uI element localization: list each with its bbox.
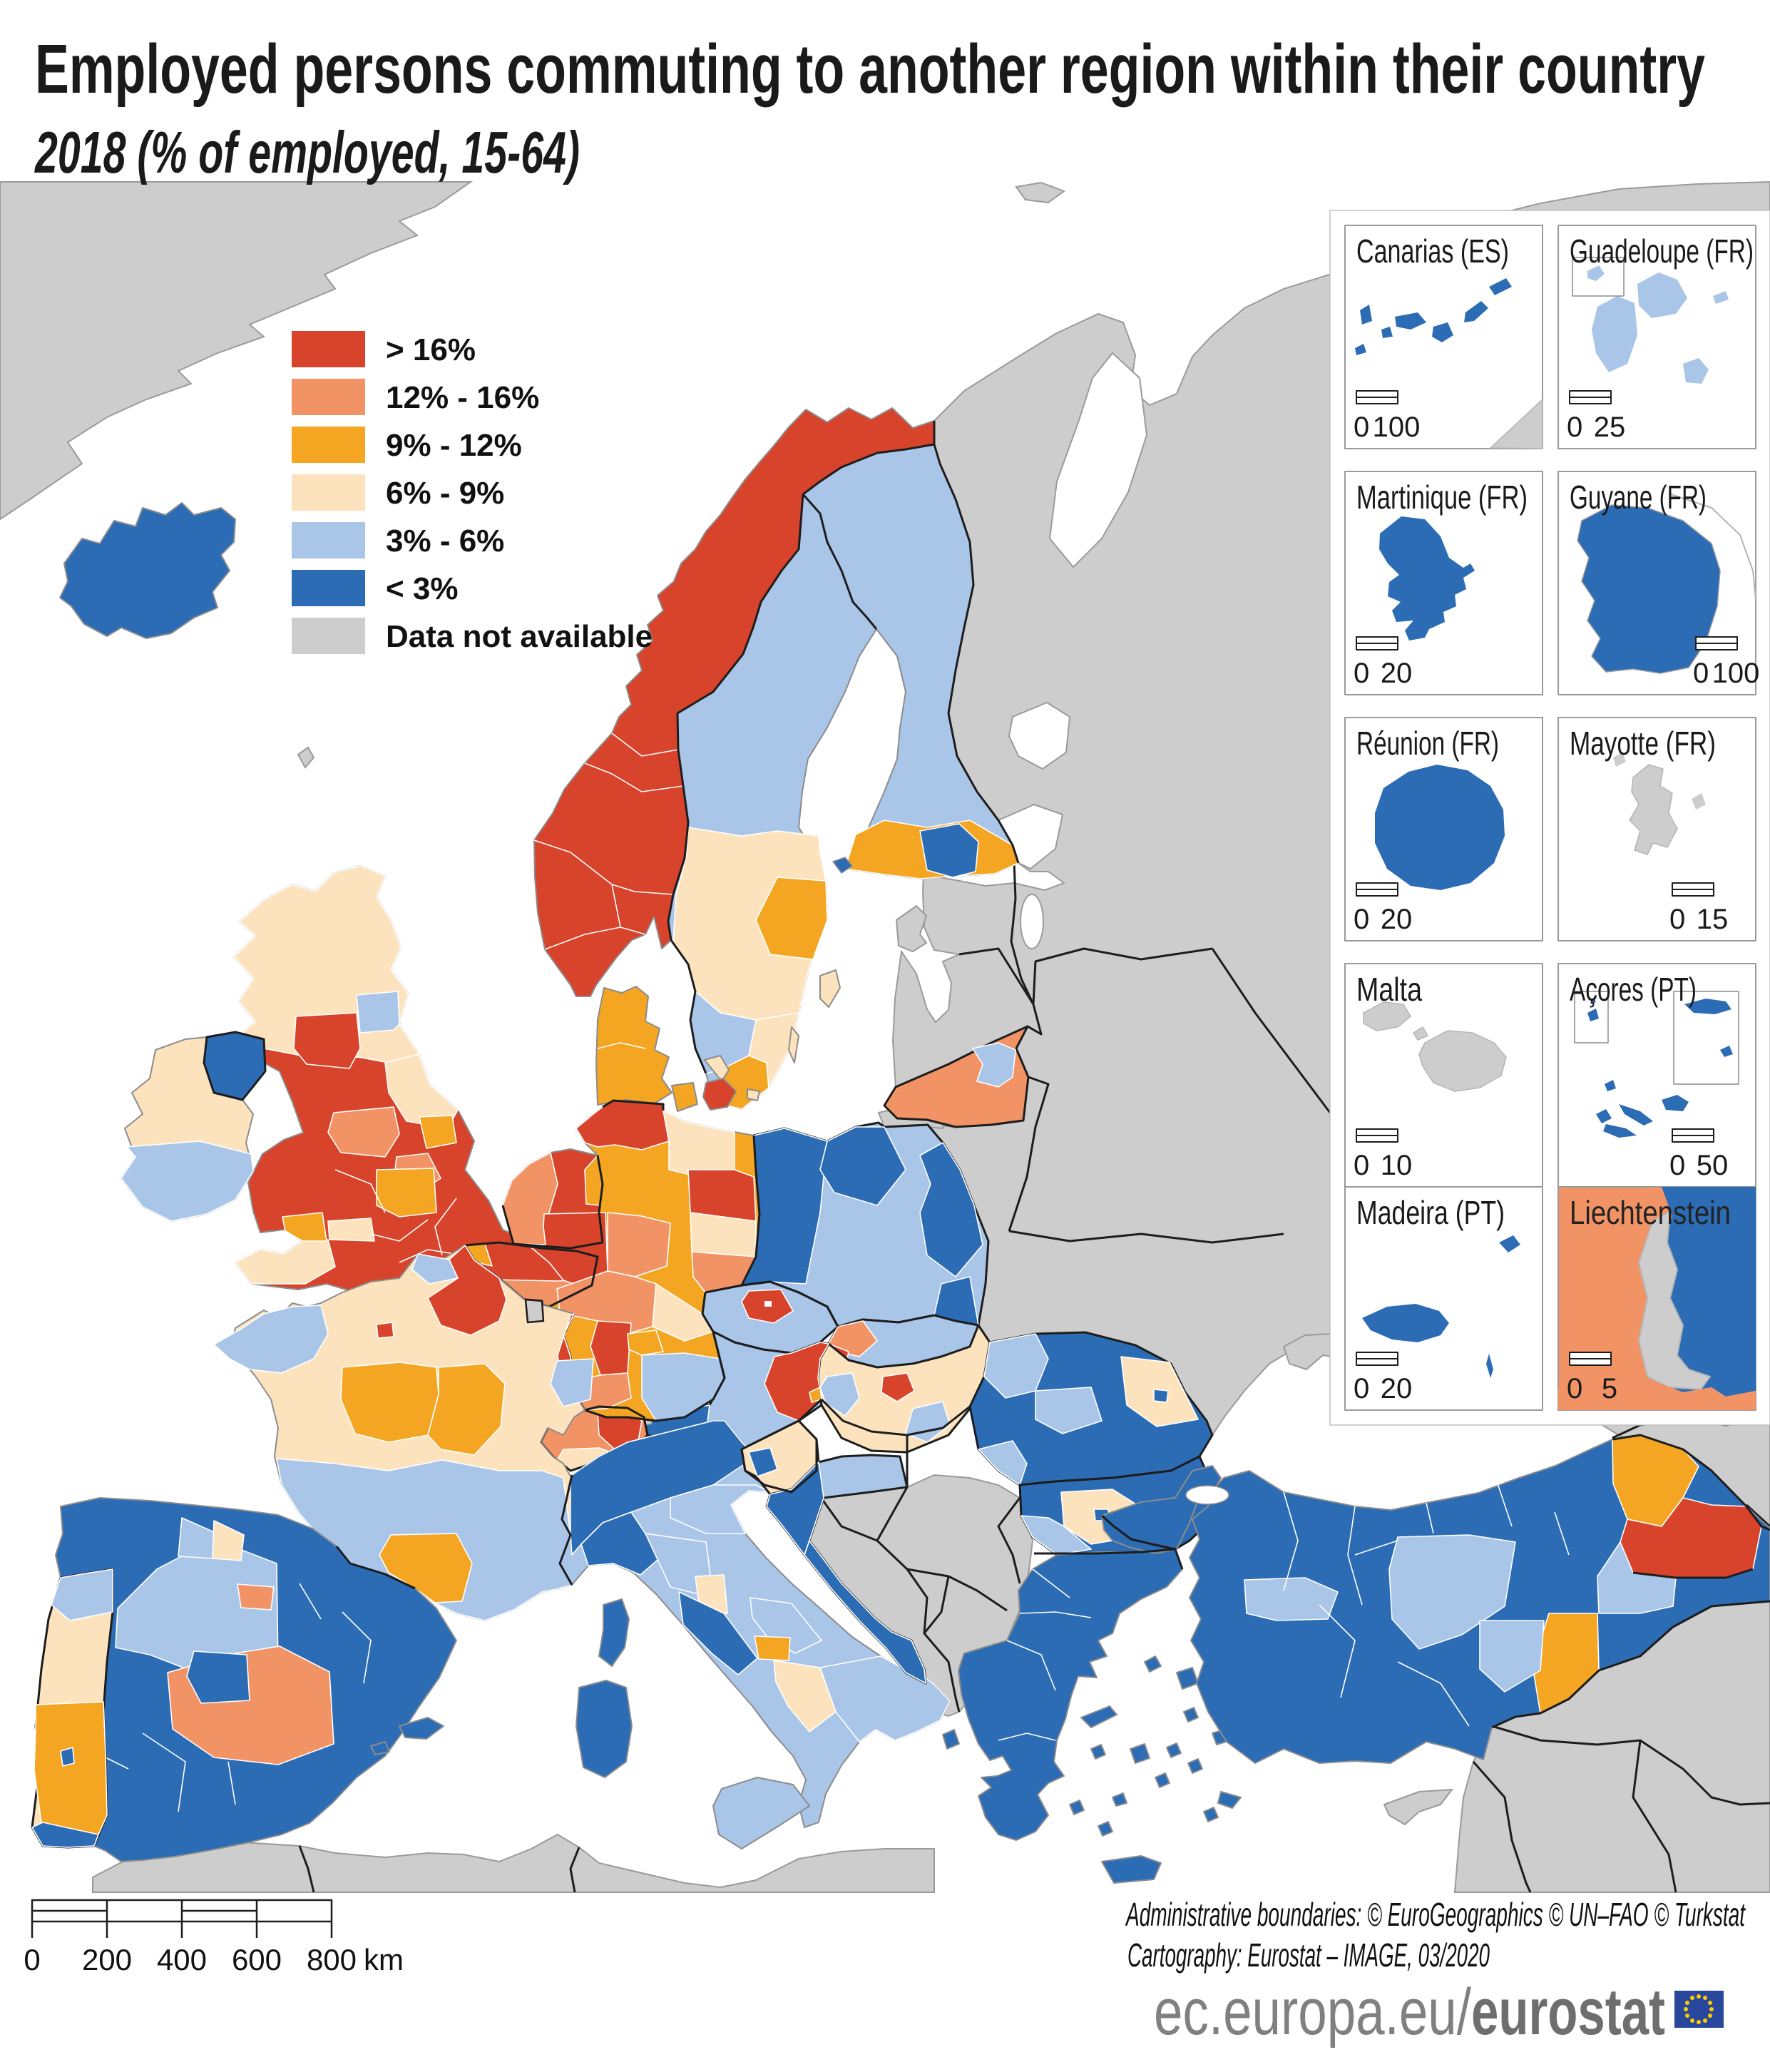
svg-text:0: 0 <box>1354 658 1369 689</box>
svg-text:Mayotte (FR): Mayotte (FR) <box>1570 725 1716 762</box>
svg-text:> 16%: > 16% <box>386 332 476 367</box>
svg-text:12% - 16%: 12% - 16% <box>386 380 539 415</box>
svg-text:Réunion (FR): Réunion (FR) <box>1356 725 1499 762</box>
svg-text:Cartography: Eurostat – IMAGE,: Cartography: Eurostat – IMAGE, 03/2020 <box>1127 1936 1490 1974</box>
svg-text:0: 0 <box>1693 658 1709 689</box>
svg-text:0: 0 <box>1567 412 1582 443</box>
svg-text:0: 0 <box>1669 904 1685 935</box>
svg-text:0: 0 <box>1669 1150 1685 1181</box>
svg-text:3% - 6%: 3% - 6% <box>386 524 504 558</box>
svg-text:15: 15 <box>1697 904 1729 935</box>
svg-text:10: 10 <box>1381 1150 1413 1181</box>
svg-text:6% - 9%: 6% - 9% <box>386 476 504 511</box>
svg-text:25: 25 <box>1594 412 1626 443</box>
svg-text:Madeira (PT): Madeira (PT) <box>1356 1194 1505 1231</box>
svg-text:0: 0 <box>1354 1150 1369 1181</box>
svg-text:ec.europa.eu/: ec.europa.eu/ <box>1154 1976 1471 2048</box>
svg-text:Guyane (FR): Guyane (FR) <box>1570 479 1707 516</box>
svg-text:800: 800 <box>307 1943 357 1976</box>
svg-text:Canarias (ES): Canarias (ES) <box>1356 233 1509 270</box>
svg-text:20: 20 <box>1381 904 1413 935</box>
svg-text:Employed persons commuting to: Employed persons commuting to another re… <box>35 30 1705 108</box>
svg-text:400: 400 <box>157 1943 207 1976</box>
svg-text:100: 100 <box>1373 412 1421 443</box>
svg-text:20: 20 <box>1381 658 1413 689</box>
svg-text:0: 0 <box>1354 904 1369 935</box>
svg-text:Data not available: Data not available <box>386 619 653 654</box>
svg-text:200: 200 <box>82 1943 132 1976</box>
svg-text:0: 0 <box>1567 1373 1582 1404</box>
svg-text:0: 0 <box>1354 1373 1369 1404</box>
svg-text:9% - 12%: 9% - 12% <box>386 428 522 463</box>
svg-text:600: 600 <box>232 1943 282 1976</box>
svg-text:Administrative boundaries: © E: Administrative boundaries: © EuroGeograp… <box>1125 1896 1746 1933</box>
svg-text:0: 0 <box>1354 412 1369 443</box>
svg-text:Martinique (FR): Martinique (FR) <box>1356 479 1528 516</box>
svg-text:100: 100 <box>1712 658 1760 689</box>
svg-text:50: 50 <box>1697 1150 1729 1181</box>
svg-text:5: 5 <box>1602 1373 1617 1404</box>
svg-text:Açores (PT): Açores (PT) <box>1570 971 1697 1008</box>
svg-text:< 3%: < 3% <box>386 571 459 606</box>
svg-text:2018 (% of employed, 15-64): 2018 (% of employed, 15-64) <box>34 119 580 185</box>
svg-text:20: 20 <box>1381 1373 1413 1404</box>
svg-text:Malta: Malta <box>1356 971 1422 1008</box>
svg-text:Guadeloupe (FR): Guadeloupe (FR) <box>1570 233 1754 270</box>
svg-text:eurostat: eurostat <box>1471 1976 1665 2048</box>
svg-text:km: km <box>364 1943 404 1976</box>
svg-text:0: 0 <box>24 1943 40 1976</box>
svg-text:Liechtenstein: Liechtenstein <box>1570 1194 1731 1231</box>
